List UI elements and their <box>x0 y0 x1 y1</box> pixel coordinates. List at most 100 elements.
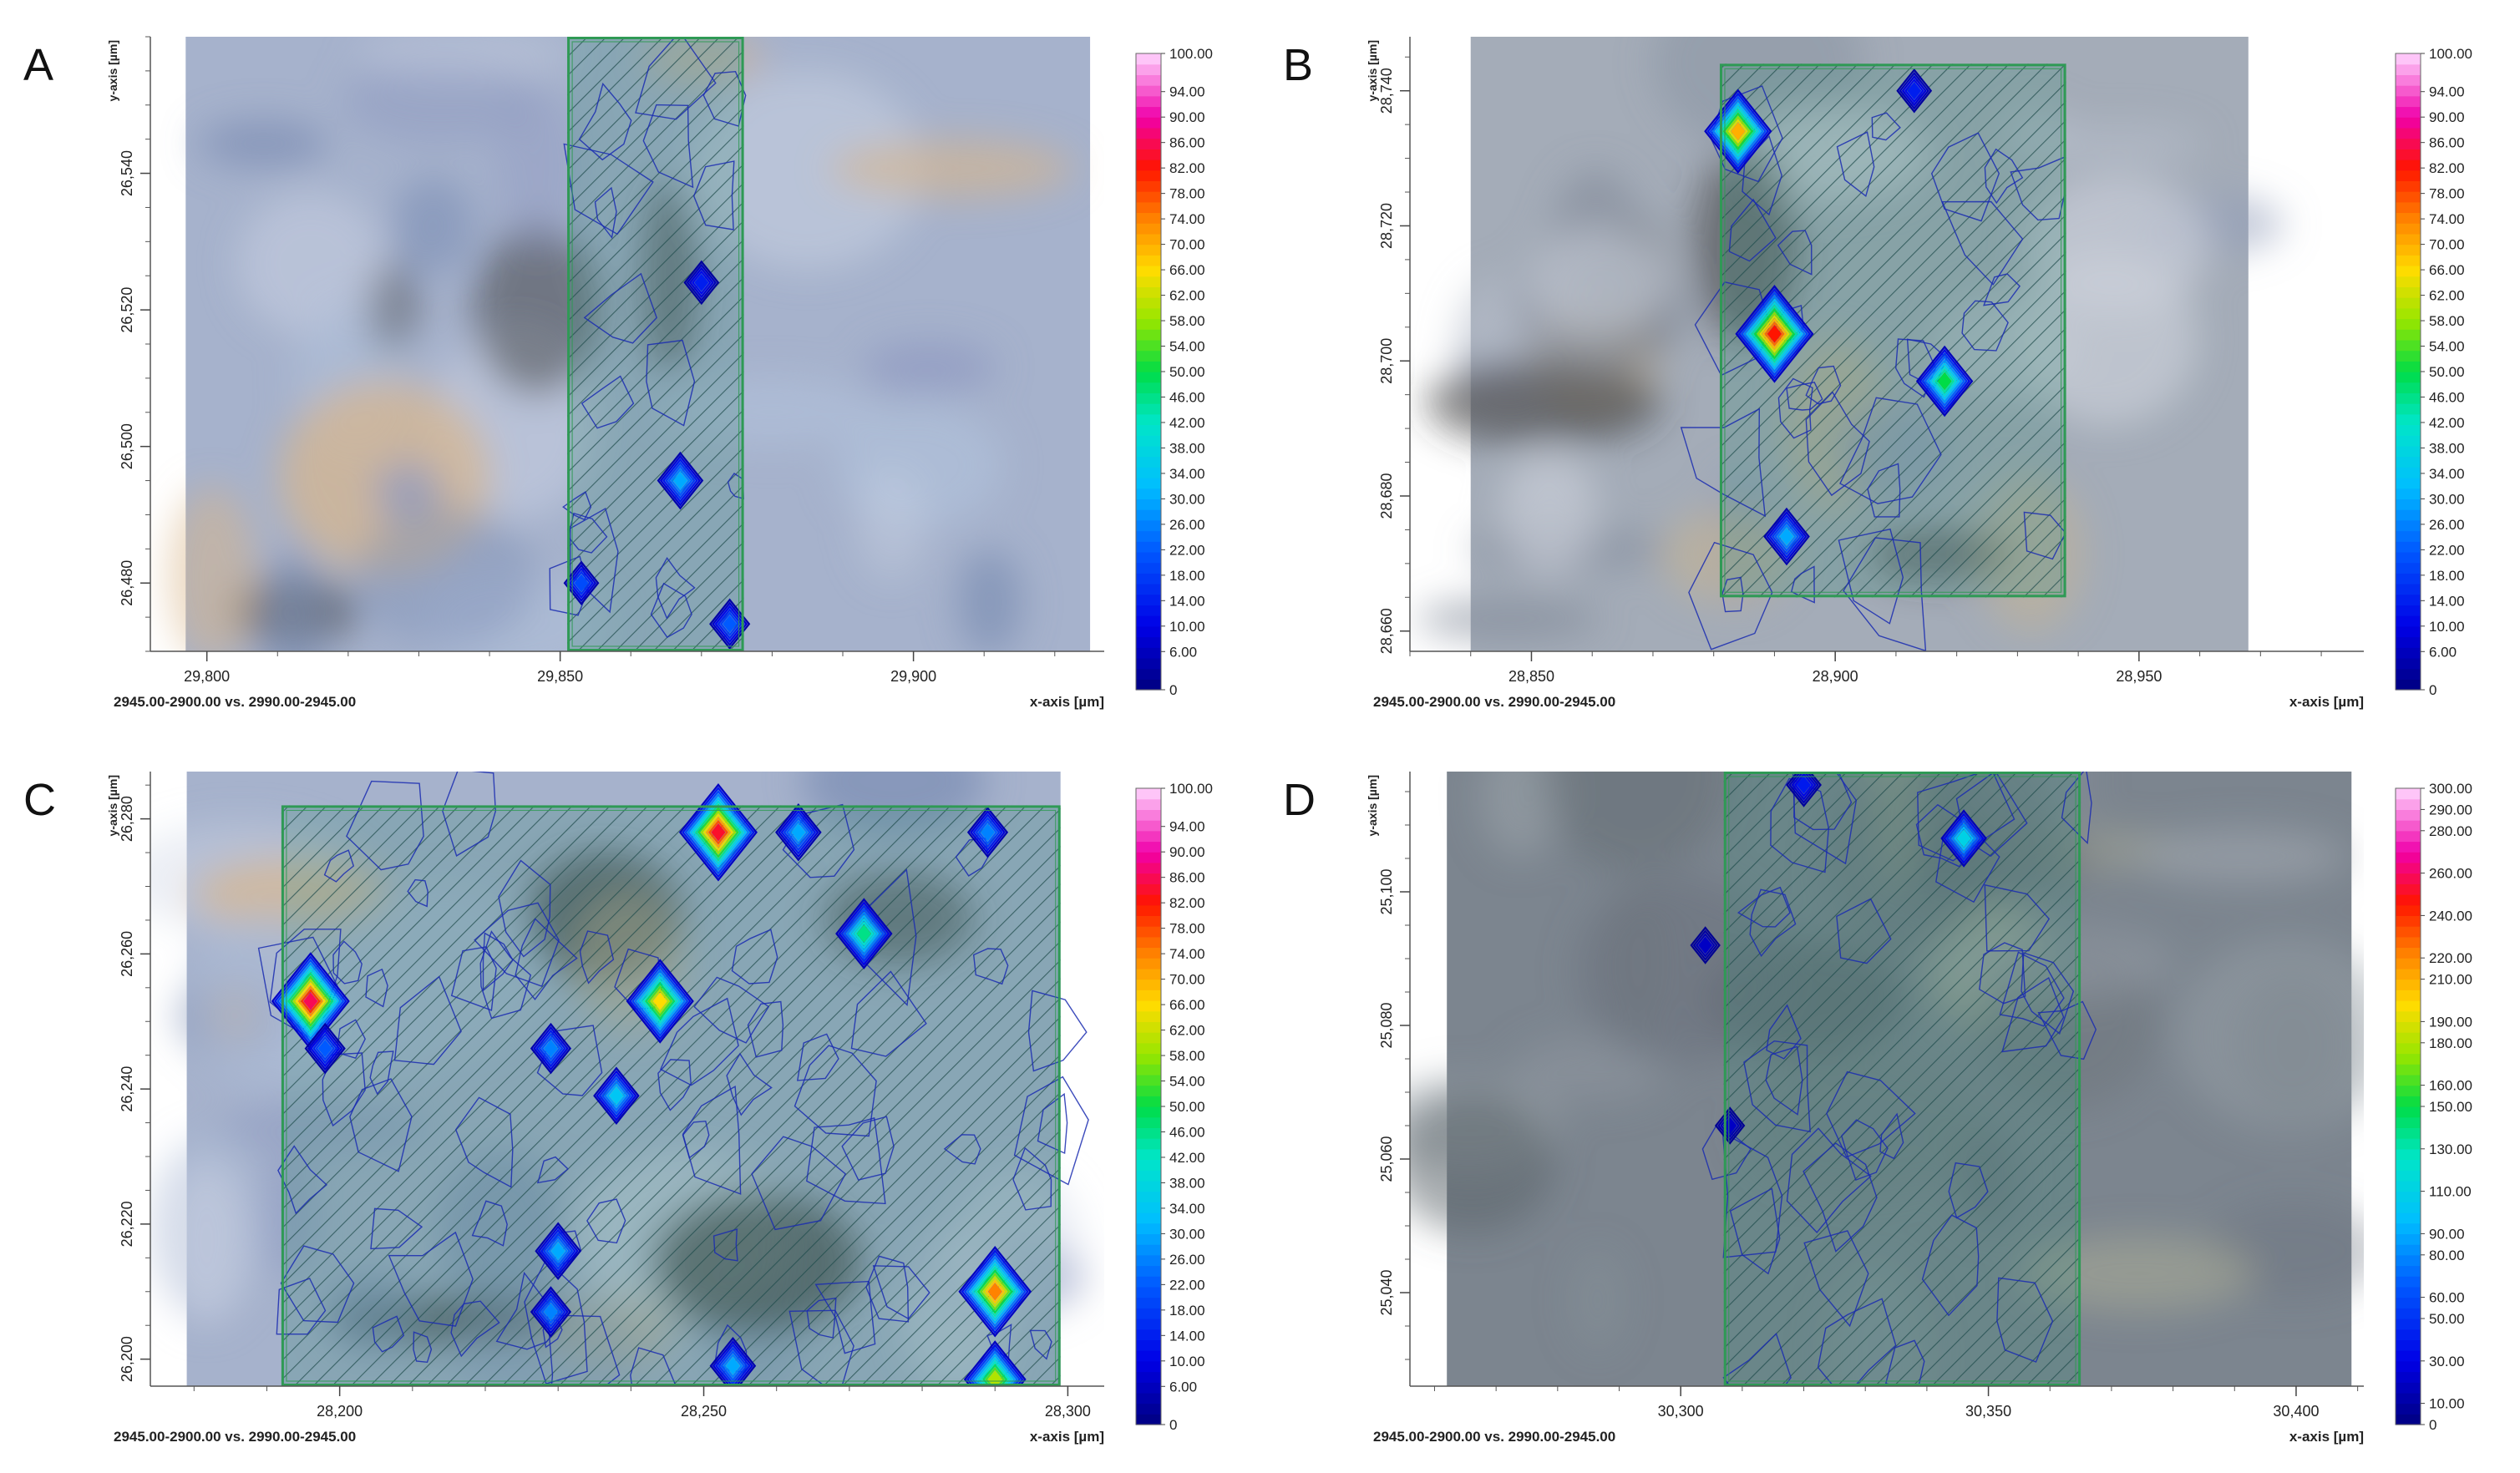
colorbar-label: 6.00 <box>2429 644 2457 660</box>
hot-spot <box>1896 68 1933 114</box>
range-footer: 2945.00-2900.00 vs. 2990.00-2945.00 <box>114 1429 356 1445</box>
colorbar-label: 78.00 <box>1169 186 1205 202</box>
x-tick-label: 28,950 <box>2116 668 2162 685</box>
colorbar-label: 14.00 <box>1169 1328 1205 1344</box>
colorbar-label: 74.00 <box>1169 946 1205 962</box>
hot-spot <box>530 1286 572 1338</box>
hot-spot <box>835 898 893 969</box>
hot-spot <box>1786 772 1822 807</box>
colorbar-label: 94.00 <box>1169 819 1205 835</box>
colorbar-label: 86.00 <box>1169 135 1205 151</box>
colorbar-label: 70.00 <box>2429 237 2465 253</box>
hot-spot <box>775 803 822 862</box>
panel-d: D 30,300 30,350 30,400 25,040 25,060 25,080 25,… <box>1260 735 2520 1469</box>
y-axis-label: y-axis [µm] <box>1366 775 1379 836</box>
colorbar-label: 46.00 <box>2429 389 2465 405</box>
y-tick-label: 26,480 <box>119 560 135 606</box>
colorbar-label: 220.00 <box>2429 950 2472 966</box>
panel-letter: A <box>23 40 53 90</box>
y-tick-label: 25,080 <box>1378 1002 1395 1048</box>
colorbar-label: 22.00 <box>1169 1277 1205 1293</box>
y-tick-label: 26,260 <box>119 931 135 977</box>
colorbar-label: 50.00 <box>2429 1311 2465 1327</box>
hot-spot <box>593 1066 640 1125</box>
y-tick-label: 26,220 <box>119 1201 135 1247</box>
x-tick-label: 30,300 <box>1658 1403 1704 1420</box>
colorbar-label: 66.00 <box>2429 262 2465 278</box>
colorbar-label: 82.00 <box>2429 160 2465 176</box>
colorbar-label: 58.00 <box>2429 313 2465 329</box>
y-tick-label: 28,700 <box>1378 338 1395 384</box>
colorbar-label: 18.00 <box>2429 568 2465 584</box>
colorbar-label: 100.00 <box>1169 46 1213 62</box>
colorbar-label: 78.00 <box>1169 921 1205 937</box>
colorbar-label: 14.00 <box>2429 593 2465 609</box>
colorbar-label: 62.00 <box>1169 288 1205 304</box>
colorbar-label: 280.00 <box>2429 823 2472 839</box>
colorbar-label: 80.00 <box>2429 1248 2465 1263</box>
colorbar-label: 100.00 <box>2429 46 2472 62</box>
hot-spot <box>304 1022 346 1075</box>
colorbar-label: 66.00 <box>1169 262 1205 278</box>
y-tick-label: 26,500 <box>119 423 135 469</box>
colorbar-label: 190.00 <box>2429 1014 2472 1030</box>
colorbar-label: 94.00 <box>2429 84 2465 100</box>
colorbar-label: 74.00 <box>2429 211 2465 227</box>
hot-spot <box>626 959 694 1044</box>
colorbar-label: 62.00 <box>2429 288 2465 304</box>
colorbar-label: 26.00 <box>1169 1252 1205 1268</box>
colorbar-label: 38.00 <box>1169 440 1205 456</box>
colorbar-label: 290.00 <box>2429 802 2472 817</box>
hot-spot <box>678 783 758 882</box>
panel-b: B 28,850 28,900 28,950 28,660 28,680 28,700 28,… <box>1260 0 2520 735</box>
hot-spot <box>958 1246 1032 1338</box>
colorbar-label: 18.00 <box>1169 1303 1205 1319</box>
colorbar-label: 26.00 <box>1169 517 1205 533</box>
hot-spot <box>530 1022 572 1075</box>
heatmap-chart: C 28,200 28,250 28,300 26,200 26,220 26,240 26,… <box>23 772 1213 1445</box>
hot-spot <box>1735 285 1814 383</box>
colorbar-label: 54.00 <box>2429 339 2465 355</box>
hot-spot <box>535 1222 581 1281</box>
colorbar-label: 54.00 <box>1169 339 1205 355</box>
colorbar-label: 22.00 <box>1169 542 1205 558</box>
colorbar-label: 86.00 <box>1169 870 1205 886</box>
panel-letter: B <box>1283 40 1313 90</box>
y-axis-label: y-axis [µm] <box>106 40 119 101</box>
panel-letter: D <box>1283 775 1316 825</box>
mapped-region <box>1680 63 2066 651</box>
colorbar-label: 110.00 <box>2429 1184 2472 1200</box>
heatmap-chart: D 30,300 30,350 30,400 25,040 25,060 25,080 25,… <box>1283 772 2472 1445</box>
hot-spot <box>563 560 600 605</box>
y-tick-label: 26,240 <box>119 1066 135 1112</box>
hot-spot <box>1763 507 1810 566</box>
y-tick-label: 28,680 <box>1378 473 1395 519</box>
hot-spot <box>683 260 720 306</box>
y-axis-label: y-axis [µm] <box>1366 40 1379 101</box>
colorbar-label: 90.00 <box>1169 109 1205 125</box>
panel-c: C 28,200 28,250 28,300 26,200 26,220 26,240 26,… <box>0 735 1260 1469</box>
colorbar-label: 46.00 <box>1169 1124 1205 1140</box>
colorbar-label: 30.00 <box>1169 491 1205 507</box>
y-axis-label: y-axis [µm] <box>106 775 119 836</box>
colorbar-label: 34.00 <box>2429 466 2465 482</box>
colorbar-label: 70.00 <box>1169 972 1205 988</box>
colorbar-label: 240.00 <box>2429 908 2472 924</box>
colorbar-label: 54.00 <box>1169 1074 1205 1090</box>
colorbar-label: 0 <box>2429 1417 2436 1433</box>
x-tick-label: 29,800 <box>184 668 230 685</box>
colorbar-label: 90.00 <box>2429 109 2465 125</box>
colorbar-label: 50.00 <box>1169 1099 1205 1115</box>
colorbar-label: 30.00 <box>2429 1354 2465 1369</box>
heatmap-chart: A 29,800 29,850 29,900 26,480 26,500 26,520 26,… <box>23 36 1213 710</box>
colorbar-label: 60.00 <box>2429 1290 2465 1306</box>
colorbar-label: 58.00 <box>1169 313 1205 329</box>
colorbar-label: 6.00 <box>1169 1379 1197 1395</box>
colorbar-label: 34.00 <box>1169 1201 1205 1217</box>
colorbar-label: 86.00 <box>2429 135 2465 151</box>
y-tick-label: 28,660 <box>1378 608 1395 654</box>
colorbar-label: 6.00 <box>1169 644 1197 660</box>
colorbar-label: 210.00 <box>2429 972 2472 988</box>
colorbar-label: 82.00 <box>1169 895 1205 911</box>
colorbar-label: 50.00 <box>2429 364 2465 380</box>
